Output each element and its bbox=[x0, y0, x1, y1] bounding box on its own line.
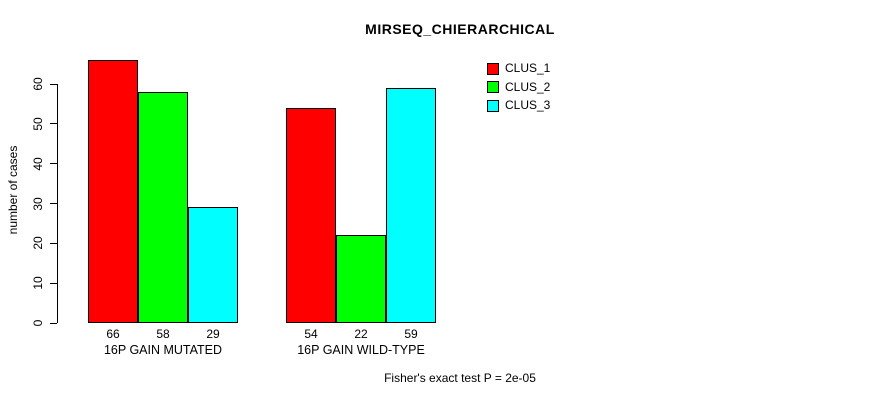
y-tick-mark bbox=[50, 83, 57, 85]
y-tick-label: 10 bbox=[31, 276, 45, 290]
legend-label: CLUS_2 bbox=[505, 79, 551, 94]
y-tick-label: 0 bbox=[31, 319, 45, 327]
x-category-label: 16P GAIN MUTATED bbox=[103, 343, 223, 357]
bar-clus_1-group1 bbox=[88, 60, 138, 323]
legend-swatch-icon bbox=[487, 62, 499, 75]
legend-item-clus_3: CLUS_3 bbox=[487, 99, 550, 112]
y-tick-label: 60 bbox=[31, 77, 45, 91]
bar-value-label: 22 bbox=[354, 327, 368, 341]
y-tick-mark bbox=[50, 322, 57, 324]
legend-item-clus_1: CLUS_1 bbox=[487, 62, 550, 75]
chart-title: MIRSEQ_CHIERARCHICAL bbox=[365, 21, 555, 37]
legend-label: CLUS_3 bbox=[505, 98, 551, 112]
y-tick-mark bbox=[50, 203, 57, 204]
bar-value-label: 59 bbox=[404, 327, 418, 341]
y-axis-line bbox=[57, 84, 58, 323]
legend: CLUS_1 CLUS_2 CLUS_3 bbox=[487, 62, 550, 118]
y-tick-label: 50 bbox=[31, 117, 45, 131]
bar-clus_3-group2 bbox=[386, 88, 436, 323]
bar-value-label: 66 bbox=[106, 327, 120, 341]
bar-clus_3-group1 bbox=[188, 207, 238, 323]
y-axis-label: number of cases bbox=[6, 145, 20, 235]
bar-value-label: 29 bbox=[206, 327, 220, 341]
legend-swatch-icon bbox=[487, 81, 499, 93]
fisher-test-annotation: Fisher's exact test P = 2e-05 bbox=[384, 371, 536, 385]
y-tick-mark bbox=[50, 123, 57, 125]
bar-value-label: 54 bbox=[304, 327, 318, 341]
y-tick-mark bbox=[50, 282, 57, 284]
legend-label: CLUS_1 bbox=[505, 61, 551, 75]
bar-clus_2-group1 bbox=[138, 92, 188, 323]
x-category-label: 16P GAIN WILD-TYPE bbox=[297, 343, 425, 357]
legend-swatch-icon bbox=[487, 99, 499, 112]
bar-clus_1-group2 bbox=[286, 108, 336, 323]
bar-clus_2-group2 bbox=[336, 235, 386, 323]
y-tick-label: 40 bbox=[31, 156, 45, 171]
y-tick-label: 20 bbox=[31, 236, 45, 251]
bar-value-label: 58 bbox=[156, 327, 170, 341]
y-tick-label: 30 bbox=[31, 196, 45, 211]
y-tick-mark bbox=[50, 163, 57, 165]
legend-item-clus_2: CLUS_2 bbox=[487, 79, 551, 94]
y-tick-mark bbox=[50, 242, 57, 244]
